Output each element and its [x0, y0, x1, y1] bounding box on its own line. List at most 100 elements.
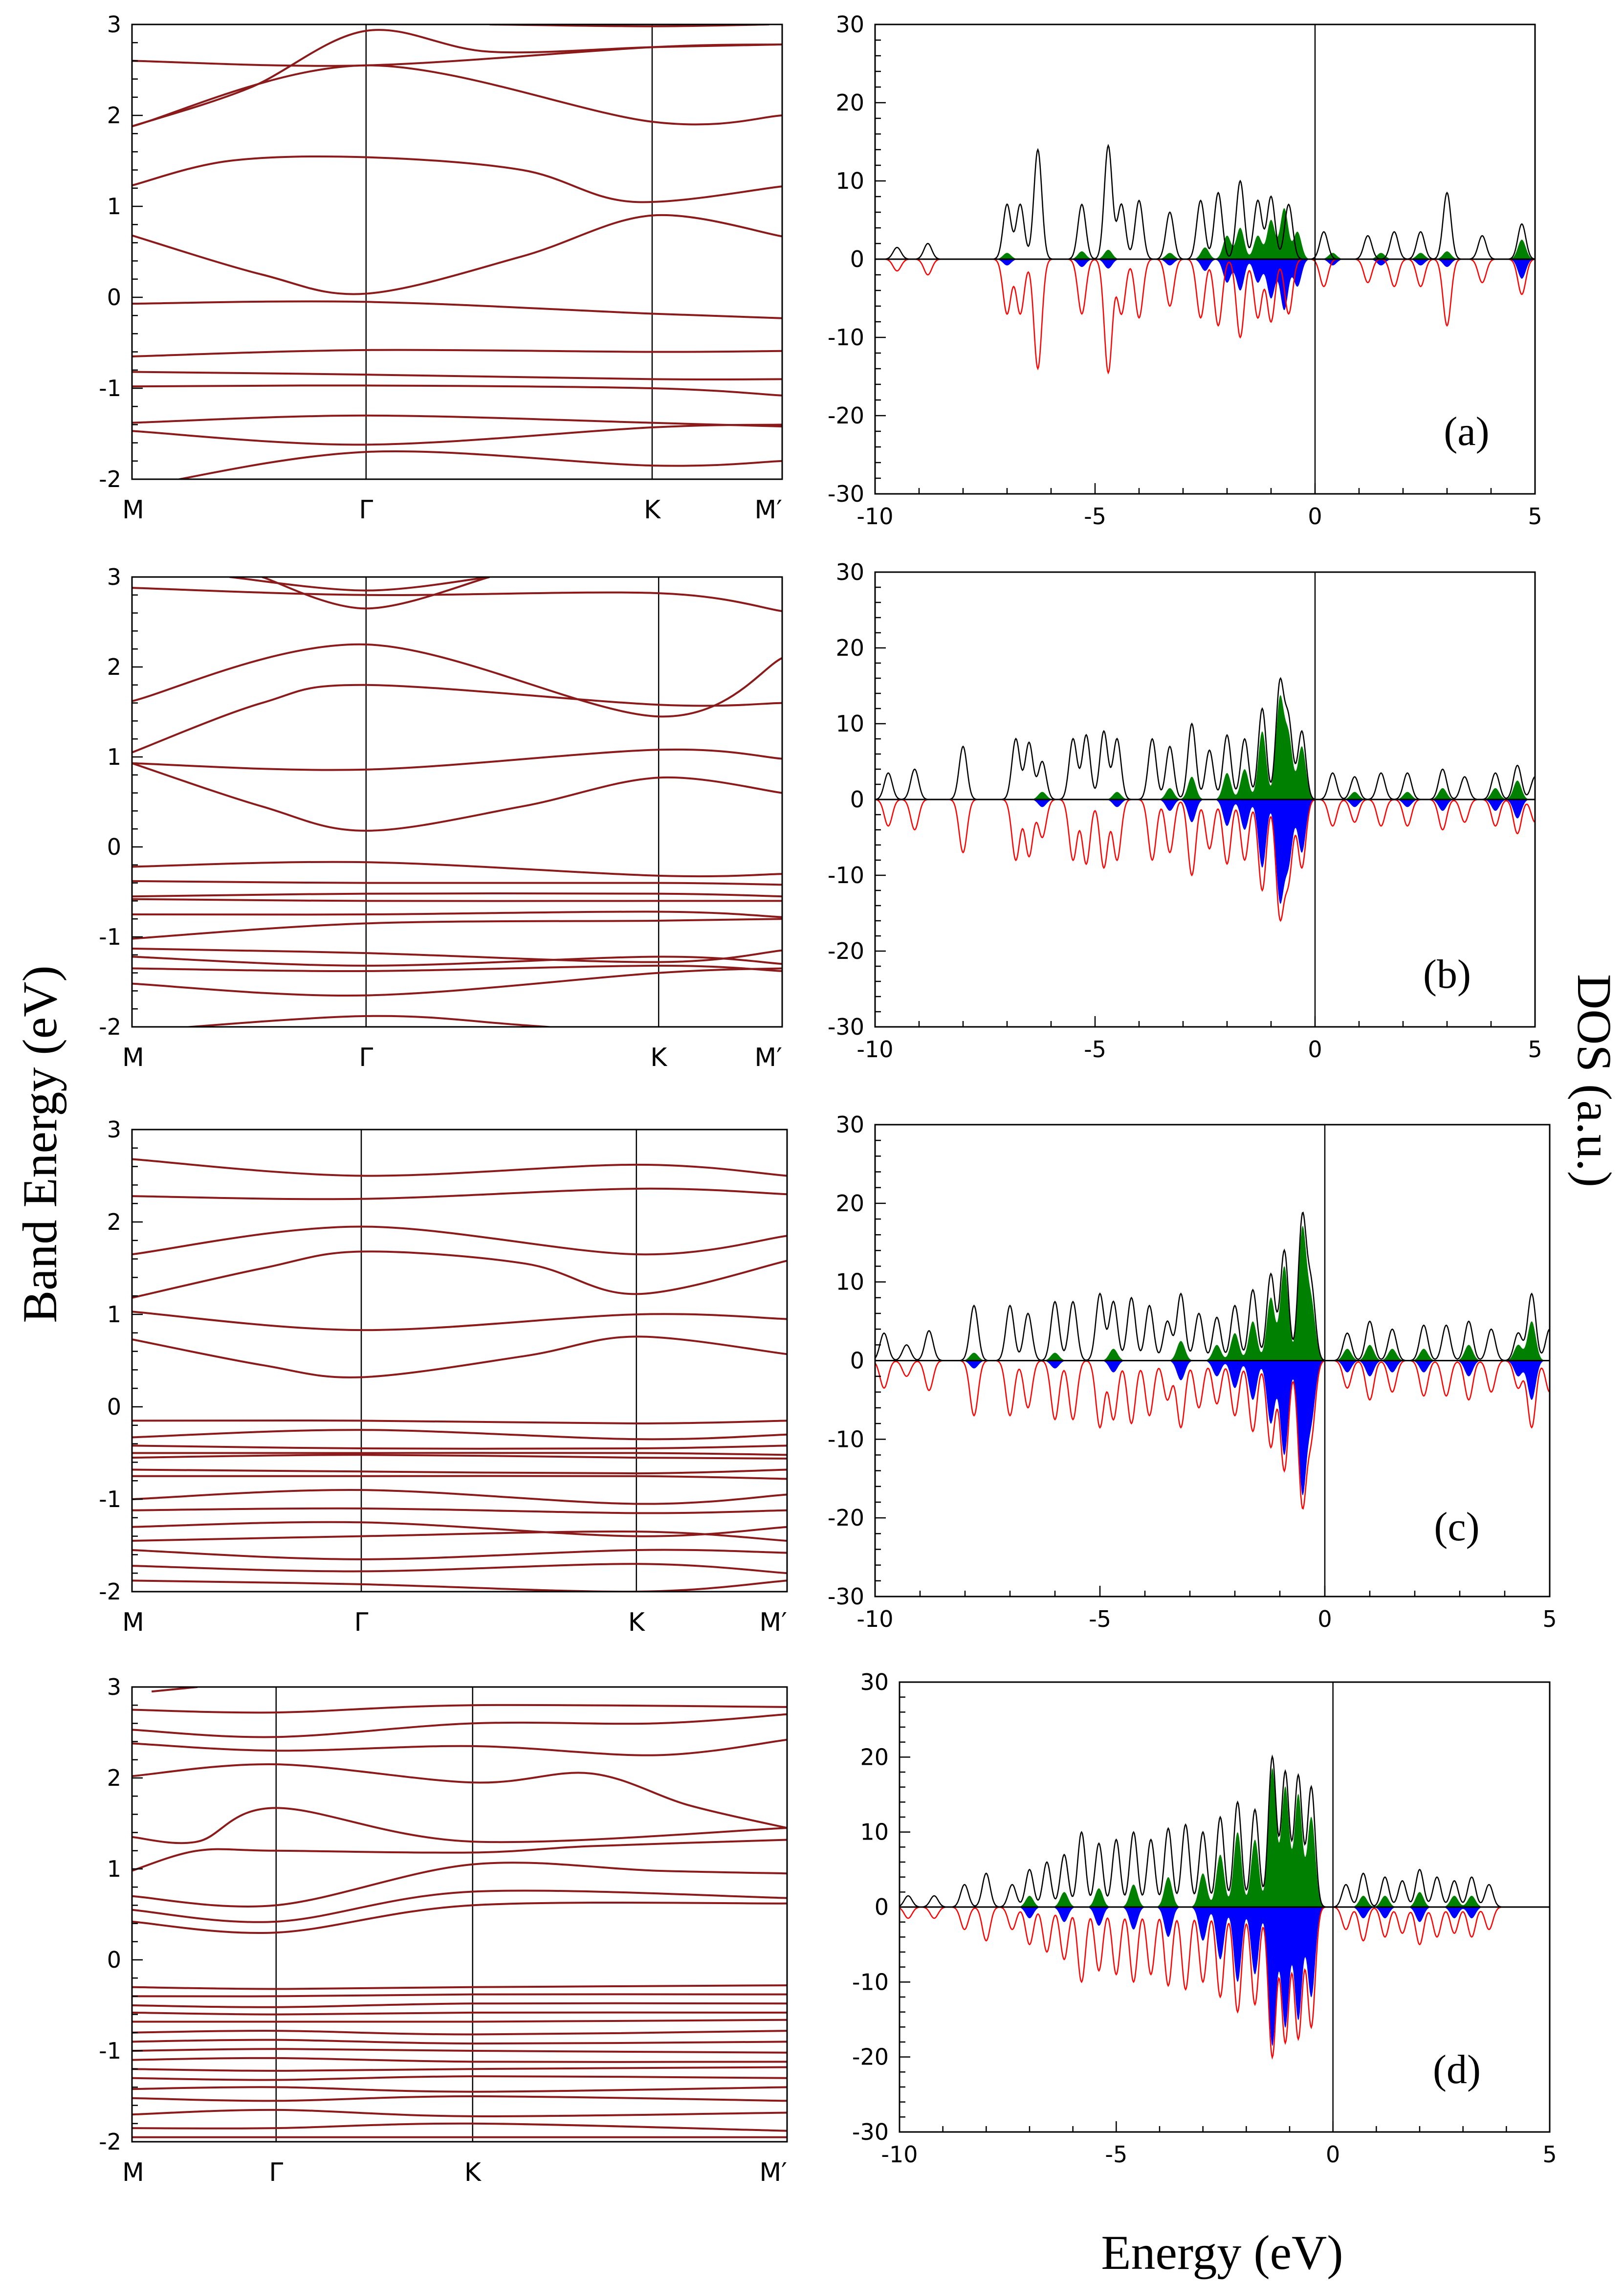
band-lines	[132, 1158, 787, 1592]
panel-label: (c)	[1434, 1504, 1479, 1550]
band-line-9	[132, 892, 782, 898]
band-line-11	[132, 1468, 787, 1475]
band-line-10	[132, 898, 782, 902]
y-tick-label: 10	[860, 1819, 889, 1845]
band-line-11	[175, 450, 782, 479]
y-tick-label: 1	[107, 744, 121, 770]
x-tick-label: 0	[1326, 2141, 1340, 2168]
band-panel-band-b: 3 2 1 0 -1 -2M Γ K M′	[99, 564, 783, 1072]
x-tick-label: 5	[1542, 1606, 1557, 1632]
kpoint-label: M′	[754, 1043, 782, 1072]
y-tick-label: -30	[828, 1014, 864, 1040]
x-tick-label: 0	[1308, 1036, 1322, 1063]
y-tick-label: -20	[828, 402, 864, 429]
band-line-13	[132, 2011, 787, 2016]
y-tick-label: 0	[850, 786, 864, 813]
band-line-11	[132, 1993, 787, 1997]
band-line-4	[132, 1310, 787, 1332]
band-line-12	[132, 2002, 787, 2008]
band-frame	[131, 23, 783, 480]
y-tick-label: 0	[850, 246, 864, 272]
y-tick-label: -1	[99, 924, 121, 950]
dos-axis-title: DOS (a.u.)	[1567, 974, 1622, 1187]
band-line-18	[132, 1563, 787, 1575]
y-tick-label: -2	[99, 466, 121, 492]
band-line-1	[262, 577, 490, 610]
kpoint-label: Γ	[269, 2158, 283, 2187]
dos-partial-down-fill	[875, 259, 1535, 311]
kpoint-label: M	[122, 495, 144, 525]
band-line-24	[132, 2122, 787, 2132]
band-line-17	[132, 2048, 787, 2054]
y-tick-label: -30	[828, 1583, 864, 1610]
y-tick-label: -20	[828, 1505, 864, 1531]
kpoint-label: K	[644, 495, 661, 525]
x-axis-title: Energy (eV)	[1101, 2225, 1343, 2280]
y-tick-label: 3	[107, 1674, 121, 1700]
y-tick-label: -10	[828, 862, 864, 888]
y-tick-label: 2	[107, 654, 121, 680]
band-line-11	[132, 910, 782, 918]
y-tick-label: 20	[835, 89, 864, 116]
x-tick-label: -5	[1084, 1036, 1106, 1063]
kpoint-label: Γ	[359, 1043, 373, 1072]
x-tick-label: -5	[1105, 2141, 1127, 2168]
y-tick-label: 2	[107, 1765, 121, 1791]
band-line-13	[132, 1488, 787, 1505]
band-line-15	[132, 1521, 787, 1537]
band-line-10	[132, 1984, 787, 1990]
y-tick-label: -10	[828, 1426, 864, 1452]
band-line-0	[132, 587, 782, 612]
y-tick-label: 0	[107, 284, 121, 311]
y-tick-label: -10	[852, 1969, 889, 1995]
band-line-10	[132, 1454, 787, 1460]
y-tick-label: 3	[107, 564, 121, 590]
band-line-17	[178, 1015, 560, 1027]
y-tick-label: 0	[875, 1894, 889, 1920]
band-line-20	[132, 2075, 787, 2081]
y-tick-label: -30	[828, 481, 864, 507]
band-line-16	[132, 967, 782, 997]
y-tick-label: -1	[99, 2038, 121, 2064]
band-lines	[132, 1687, 787, 2138]
y-tick-label: 2	[107, 102, 121, 129]
y-tick-label: 0	[107, 834, 121, 860]
y-tick-label: 3	[107, 1116, 121, 1143]
x-tick-label: 5	[1542, 2141, 1557, 2168]
y-tick-label: 30	[835, 1111, 864, 1138]
band-line-6	[132, 1839, 787, 1872]
band-line-2	[132, 1225, 787, 1256]
band-line-9	[132, 1452, 787, 1456]
dos-partial-up-fill	[875, 208, 1535, 259]
band-line-7	[132, 861, 782, 878]
y-tick-label: 20	[835, 1190, 864, 1217]
kpoint-label: K	[650, 1043, 668, 1072]
band-line-6	[132, 1419, 787, 1425]
band-frame	[131, 1129, 788, 1593]
band-line-9	[132, 1901, 787, 1934]
band-frame	[131, 1686, 788, 2143]
band-line-14	[132, 1507, 787, 1514]
x-tick-label: 5	[1528, 503, 1542, 530]
x-tick-label: -10	[856, 1036, 893, 1063]
band-frame	[131, 576, 783, 1028]
x-tick-label: -10	[881, 2141, 918, 2168]
y-tick-label: 0	[107, 1394, 121, 1420]
band-line-5	[132, 748, 782, 771]
y-tick-label: -2	[99, 1014, 121, 1040]
band-line-3	[132, 1250, 787, 1299]
y-tick-label: 10	[835, 1269, 864, 1295]
dos-total-down-line	[900, 1906, 1550, 2060]
band-line-5	[132, 300, 782, 319]
band-line-14	[132, 2019, 787, 2023]
panel-label: (a)	[1444, 409, 1489, 454]
band-line-7	[132, 1429, 787, 1441]
band-line-17	[132, 1549, 787, 1560]
y-tick-label: -2	[99, 1578, 121, 1605]
kpoint-label: K	[628, 1608, 646, 1637]
band-line-15	[132, 964, 782, 973]
band-line-23	[132, 2108, 787, 2117]
